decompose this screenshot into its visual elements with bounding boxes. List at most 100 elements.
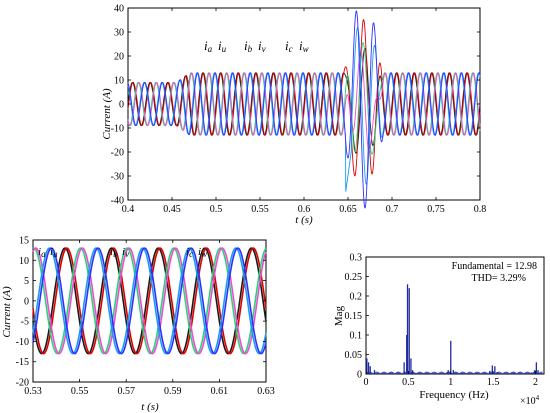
x-tick-label: 2 xyxy=(533,377,538,388)
zoom-current-chart: 0.53 0.55 0.57 0.59 0.61 0.63 15 10 5 0 -5 -10 -15 -… xyxy=(1,236,275,413)
x-tick-label: 0.4 xyxy=(122,204,135,215)
y-tick-label: 10 xyxy=(114,76,124,87)
top-series-iv xyxy=(127,49,481,152)
y-tick-label: 30 xyxy=(114,28,124,39)
zoom-x-ticks: 0.53 0.55 0.57 0.59 0.61 0.63 xyxy=(24,240,275,397)
y-tick-label: -10 xyxy=(16,337,29,348)
legend-sub: c xyxy=(289,44,293,54)
spectrum-y-axis-label: Mag xyxy=(333,305,345,326)
x-tick-label: 0.5 xyxy=(210,204,223,215)
y-tick-label: 0 xyxy=(357,370,362,381)
zoom-series-ia xyxy=(32,247,267,355)
y-tick-label: -20 xyxy=(111,148,124,159)
legend-main: i xyxy=(258,38,262,53)
legend-sub: w xyxy=(201,249,207,259)
x-tick-label: 0.53 xyxy=(24,386,42,397)
legend-main: i xyxy=(204,38,208,53)
legend-main: i xyxy=(285,38,289,53)
legend-sub: c xyxy=(189,249,193,259)
fundamental-annotation: Fundamental = 12.98 xyxy=(452,261,537,272)
legend-main: i xyxy=(122,246,125,258)
spectrum-x-multiplier-exp: 4 xyxy=(536,394,540,402)
zoom-legend-iu: iu xyxy=(50,246,58,259)
x-tick-label: 0.65 xyxy=(339,204,357,215)
spectrum-x-axis-label: Frequency (Hz) xyxy=(419,389,489,401)
top-series-iw xyxy=(127,10,481,209)
harmonic-spectrum-chart: 0 0.5 1 1.5 2 0.3 0.25 0.2 0.15 0.1 0.05 0 Mag Fre… xyxy=(333,253,545,407)
x-tick-label: 1.5 xyxy=(487,377,500,388)
legend-main: i xyxy=(299,38,303,53)
top-legend-iv: iv xyxy=(258,38,266,54)
top-legend-ib: ib xyxy=(244,38,253,54)
legend-sub: b xyxy=(248,44,253,54)
top-series-ia xyxy=(127,47,481,154)
x-tick-label: 0.45 xyxy=(163,204,181,215)
x-tick-label: 0.8 xyxy=(474,204,487,215)
zoom-legend-ib: ib xyxy=(110,246,118,259)
top-legend-ia: ia xyxy=(204,38,213,54)
y-tick-label: -5 xyxy=(21,317,29,328)
legend-main: i xyxy=(38,246,41,258)
y-tick-label: -15 xyxy=(16,357,29,368)
spectrum-x-ticks: 0 0.5 1 1.5 2 xyxy=(364,371,538,388)
legend-main: i xyxy=(50,246,53,258)
zoom-series-iu xyxy=(32,247,267,355)
zoom-series-iw xyxy=(32,247,267,355)
y-tick-label: -40 xyxy=(111,196,124,207)
y-tick-label: 0.05 xyxy=(345,350,363,361)
y-tick-label: 0 xyxy=(24,296,29,307)
x-tick-label: 0.5 xyxy=(402,377,415,388)
legend-sub: w xyxy=(303,44,309,54)
y-tick-label: 40 xyxy=(114,4,124,15)
spectrum-y-ticks: 0.3 0.25 0.2 0.15 0.1 0.05 0 xyxy=(345,253,369,381)
top-current-chart: 0.4 0.45 0.5 0.55 0.6 0.65 0.7 0.75 0.8 40 30 20 10… xyxy=(101,4,486,227)
spectrum-x-multiplier: ×104 xyxy=(520,394,540,407)
zoom-series-ic xyxy=(32,247,267,355)
top-legend-iu: iu xyxy=(218,38,227,54)
zoom-legend-ic: ic xyxy=(186,246,193,259)
y-tick-label: 5 xyxy=(24,276,29,287)
x-tick-label: 0.61 xyxy=(211,386,229,397)
zoom-x-axis-label: t (s) xyxy=(141,401,159,413)
thd-annotation: THD= 3.29% xyxy=(471,273,526,284)
zoom-legend-iw: iw xyxy=(198,246,207,259)
x-tick-label: 0.55 xyxy=(251,204,269,215)
spectrum-x-multiplier-base: ×10 xyxy=(520,396,536,407)
legend-sub: b xyxy=(113,249,118,259)
x-tick-label: 1 xyxy=(448,377,453,388)
top-legend: ia iu ib iv ic iw xyxy=(204,38,309,54)
x-tick-label: 0.57 xyxy=(117,386,135,397)
zoom-legend: ia iu ib iv ic iw xyxy=(38,246,207,259)
top-series-group xyxy=(127,10,481,209)
y-tick-label: -30 xyxy=(111,172,124,183)
y-tick-label: 0 xyxy=(119,100,124,111)
y-tick-label: 0.3 xyxy=(350,253,363,264)
top-y-axis-label: Current (A) xyxy=(101,88,113,140)
zoom-legend-iv: iv xyxy=(122,246,129,259)
legend-sub: v xyxy=(125,249,129,259)
legend-sub: u xyxy=(53,249,58,259)
legend-main: i xyxy=(244,38,248,53)
legend-main: i xyxy=(110,246,113,258)
spectrum-bars xyxy=(365,284,543,374)
y-tick-label: -10 xyxy=(111,124,124,135)
top-legend-ic: ic xyxy=(285,38,293,54)
legend-main: i xyxy=(186,246,189,258)
y-tick-label: 0.2 xyxy=(350,292,363,303)
zoom-series-ib xyxy=(32,247,267,355)
top-y-ticks: 40 30 20 10 0 -10 -20 -30 -40 xyxy=(111,4,480,207)
zoom-legend-ia: ia xyxy=(38,246,46,259)
top-series-iu xyxy=(127,18,481,177)
top-x-ticks: 0.4 0.45 0.5 0.55 0.6 0.65 0.7 0.75 0.8 xyxy=(122,8,487,215)
legend-sub: a xyxy=(41,249,46,259)
legend-sub: u xyxy=(222,44,227,54)
zoom-series-group xyxy=(32,247,267,355)
zoom-y-ticks: 15 10 5 0 -5 -10 -15 -20 xyxy=(16,236,266,389)
x-tick-label: 0.63 xyxy=(257,386,275,397)
x-tick-label: 0.59 xyxy=(164,386,182,397)
x-tick-label: 0 xyxy=(364,377,369,388)
y-tick-label: 0.25 xyxy=(345,272,363,283)
top-series-ic xyxy=(127,26,481,192)
top-legend-iw: iw xyxy=(299,38,309,54)
